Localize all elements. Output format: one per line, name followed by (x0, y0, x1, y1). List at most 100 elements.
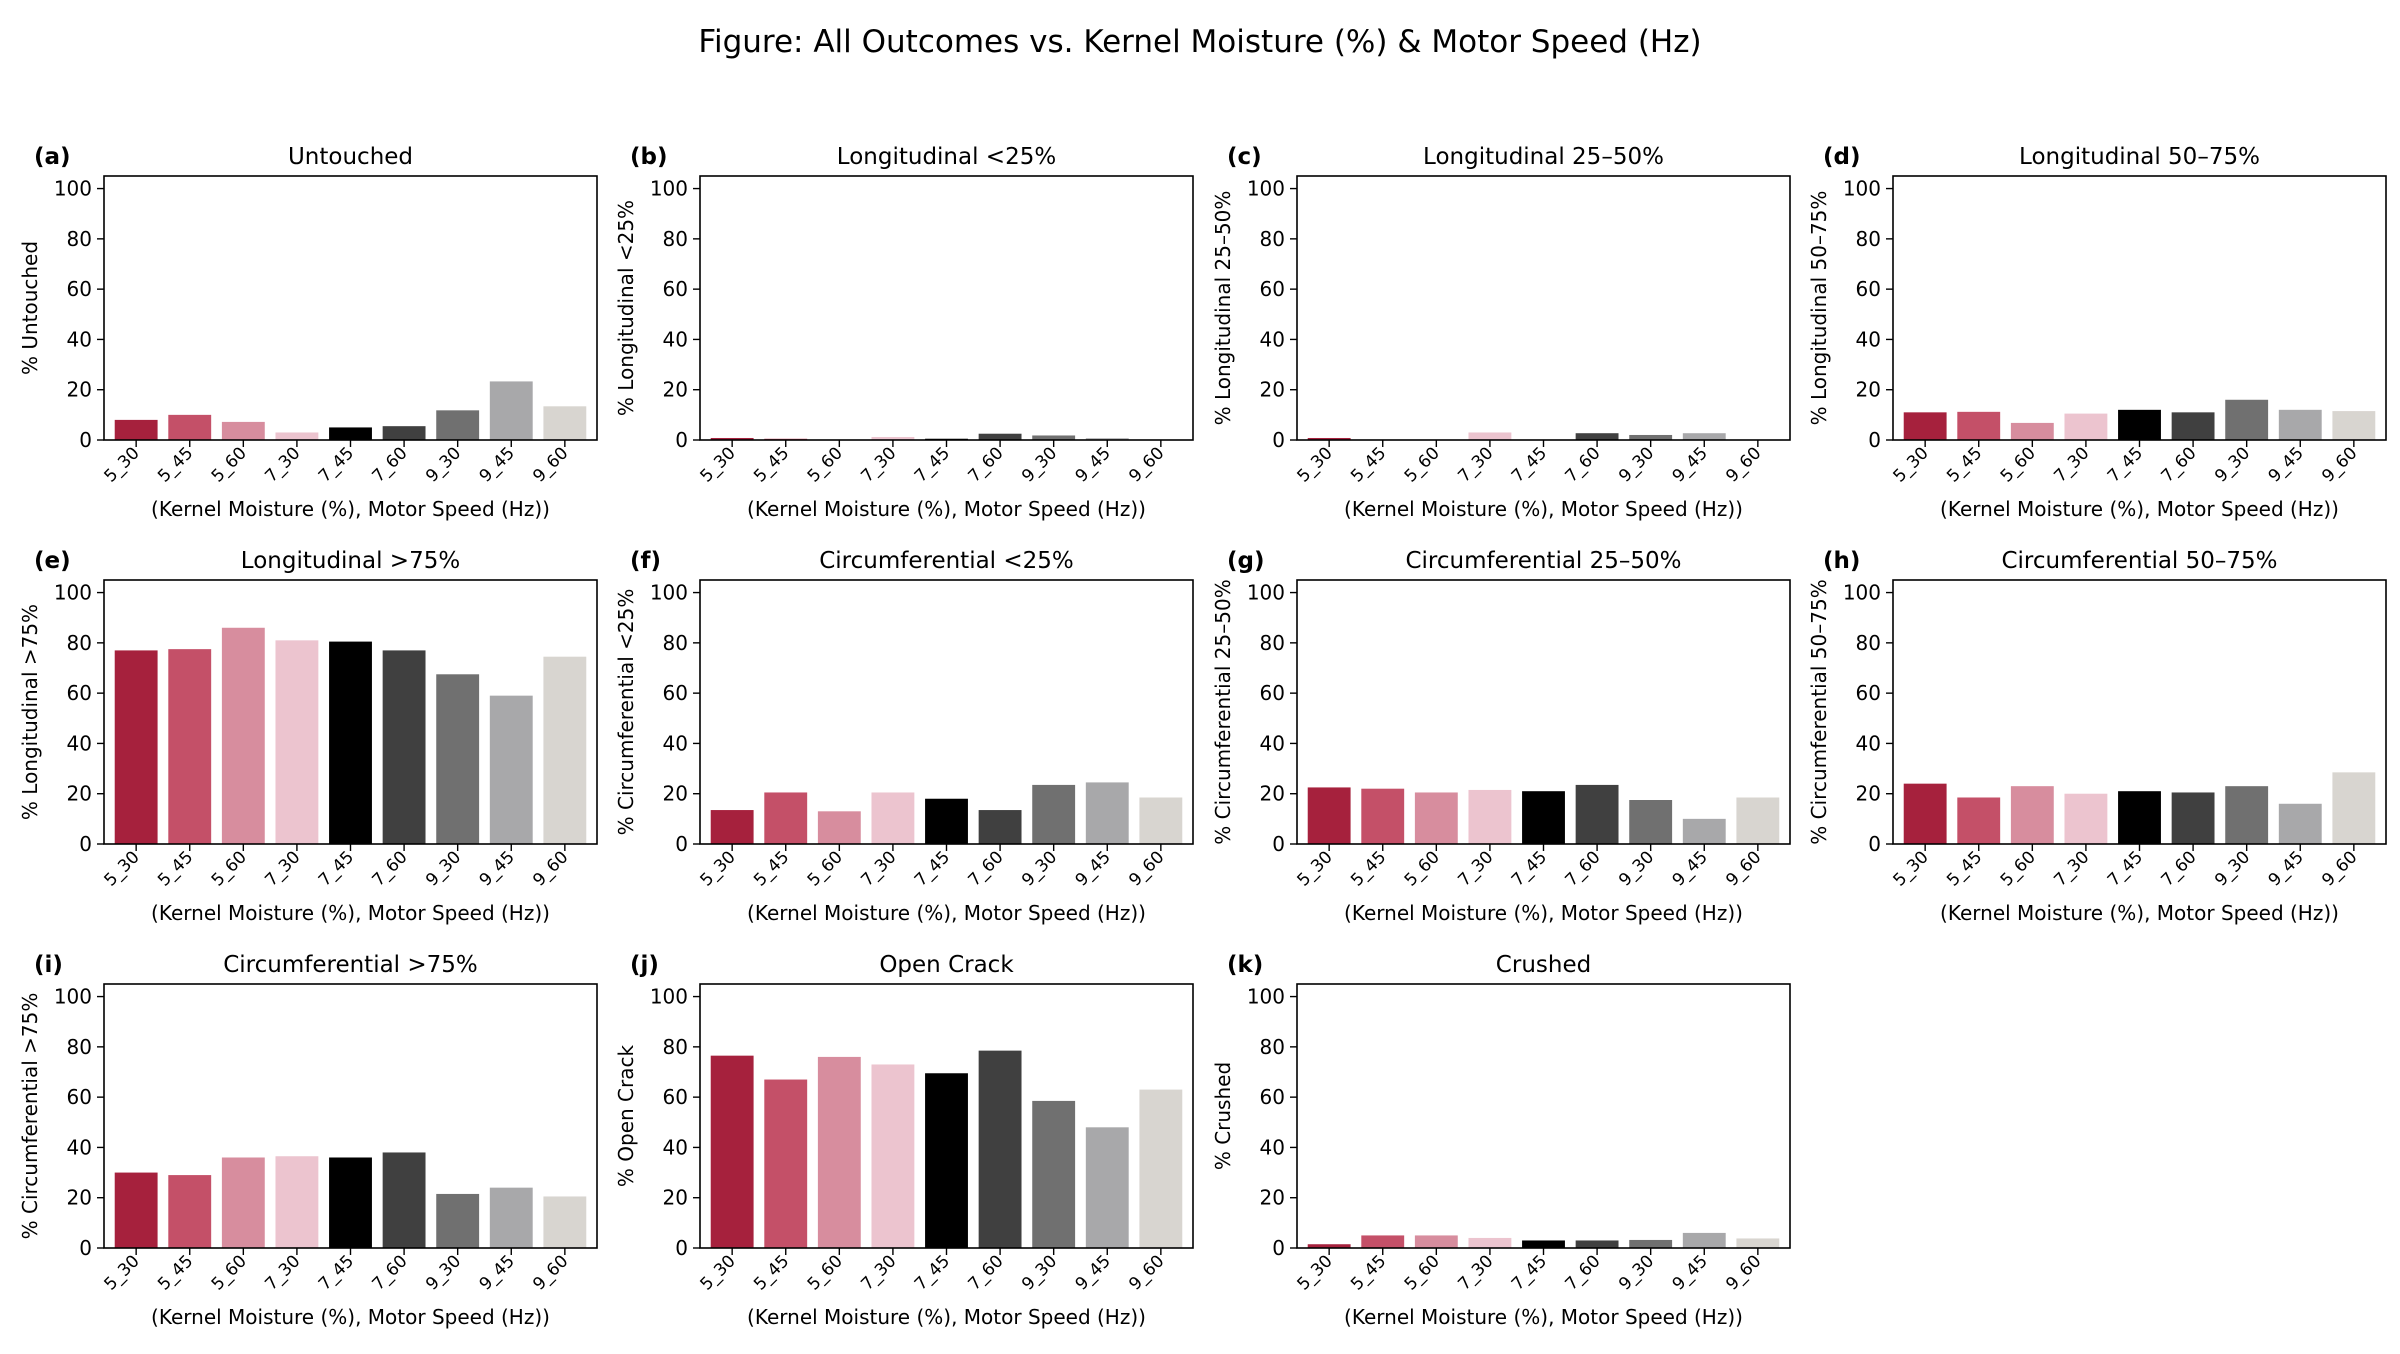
bar-9_60 (543, 656, 587, 844)
y-axis-label: % Longitudinal >75% (18, 604, 42, 820)
bar-5_60 (2010, 786, 2054, 844)
bar-7_60 (978, 810, 1022, 844)
y-tick-label: 100 (1843, 177, 1881, 201)
bar-9_30 (1032, 1100, 1076, 1248)
bar-5_30 (1903, 783, 1947, 844)
y-tick-label: 100 (650, 985, 688, 1009)
y-tick-label: 100 (650, 581, 688, 605)
bar-9_60 (2332, 772, 2376, 844)
y-tick-label: 60 (1856, 277, 1881, 301)
y-tick-label: 20 (67, 378, 92, 402)
bar-7_60 (978, 433, 1022, 440)
y-tick-label: 100 (1247, 177, 1285, 201)
bar-9_45 (1085, 1127, 1129, 1248)
x-axis-label: (Kernel Moisture (%), Motor Speed (Hz)) (1344, 497, 1743, 521)
bar-7_45 (925, 1073, 968, 1248)
bar-7_60 (1575, 433, 1619, 440)
y-tick-label: 60 (663, 681, 688, 705)
bar-9_60 (1736, 1238, 1780, 1248)
y-tick-label: 80 (1856, 227, 1881, 251)
bar-5_60 (221, 421, 265, 440)
bar-7_30 (871, 436, 915, 440)
bar-7_45 (329, 427, 372, 440)
bar-7_30 (1468, 1237, 1512, 1248)
panel-label: (j) (630, 952, 659, 978)
bar-5_45 (1957, 411, 2001, 440)
y-axis-label: % Longitudinal <25% (614, 200, 638, 416)
panel-title: Longitudinal 25–50% (1423, 144, 1664, 170)
panel-title: Circumferential 25–50% (1405, 548, 1681, 574)
bar-7_60 (1575, 784, 1619, 844)
panel-title: Longitudinal <25% (837, 144, 1056, 170)
panel-label: (k) (1227, 952, 1263, 978)
y-tick-label: 0 (1272, 832, 1285, 856)
panel-title: Circumferential 50–75% (2001, 548, 2277, 574)
bar-7_30 (1468, 789, 1512, 844)
bar-7_30 (275, 1156, 319, 1248)
bar-7_30 (1468, 432, 1512, 440)
bar-5_60 (221, 627, 265, 844)
y-tick-label: 20 (67, 782, 92, 806)
bar-9_60 (1139, 797, 1183, 844)
y-tick-label: 20 (663, 782, 688, 806)
panel-label: (f) (630, 548, 661, 574)
y-tick-label: 100 (54, 177, 92, 201)
y-axis-label: % Open Crack (614, 1045, 638, 1188)
y-tick-label: 20 (1260, 1186, 1285, 1210)
y-tick-label: 60 (67, 1085, 92, 1109)
panel-label: (e) (34, 548, 71, 574)
figure-title: Figure: All Outcomes vs. Kernel Moisture… (698, 24, 1701, 60)
y-tick-label: 100 (54, 581, 92, 605)
bar-5_60 (817, 1056, 861, 1248)
bar-7_60 (382, 1152, 426, 1248)
x-axis-label: (Kernel Moisture (%), Motor Speed (Hz)) (747, 1305, 1146, 1329)
y-tick-label: 80 (67, 631, 92, 655)
panel-label: (h) (1823, 548, 1860, 574)
bar-5_30 (1903, 412, 1947, 440)
bar-9_45 (2278, 803, 2322, 844)
panel-label: (i) (34, 952, 63, 978)
bar-7_60 (2171, 412, 2215, 440)
panel-title: Longitudinal 50–75% (2019, 144, 2260, 170)
bar-7_60 (382, 650, 426, 844)
panel-label: (g) (1227, 548, 1265, 574)
bar-7_45 (1522, 791, 1565, 844)
y-tick-label: 0 (1272, 428, 1285, 452)
bar-9_30 (1629, 434, 1673, 440)
bar-5_60 (817, 811, 861, 844)
y-tick-label: 80 (67, 1035, 92, 1059)
y-axis-label: % Crushed (1211, 1062, 1235, 1170)
bar-7_30 (2064, 413, 2108, 440)
bar-7_45 (1522, 1240, 1565, 1248)
y-tick-label: 60 (1260, 277, 1285, 301)
y-tick-label: 80 (663, 631, 688, 655)
y-tick-label: 80 (1260, 227, 1285, 251)
bar-7_60 (2171, 792, 2215, 844)
y-axis-label: % Circumferential >75% (18, 993, 42, 1240)
bar-5_30 (114, 419, 158, 440)
y-axis-label: % Longitudinal 50–75% (1807, 191, 1831, 426)
x-axis-label: (Kernel Moisture (%), Motor Speed (Hz)) (747, 497, 1146, 521)
bar-5_30 (1307, 437, 1351, 440)
y-tick-label: 80 (1856, 631, 1881, 655)
x-axis-label: (Kernel Moisture (%), Motor Speed (Hz)) (151, 497, 550, 521)
y-tick-label: 80 (1260, 631, 1285, 655)
y-tick-label: 60 (1260, 1085, 1285, 1109)
bar-7_30 (871, 1064, 915, 1248)
y-tick-label: 80 (1260, 1035, 1285, 1059)
bar-5_45 (764, 792, 808, 844)
bar-9_60 (1139, 1089, 1183, 1248)
y-tick-label: 20 (1856, 378, 1881, 402)
bar-5_45 (1957, 797, 2001, 844)
bar-5_45 (168, 414, 212, 440)
bar-5_45 (1361, 1235, 1405, 1248)
y-tick-label: 60 (1260, 681, 1285, 705)
x-axis-label: (Kernel Moisture (%), Motor Speed (Hz)) (151, 901, 550, 925)
y-tick-label: 80 (663, 227, 688, 251)
y-tick-label: 100 (1843, 581, 1881, 605)
bar-9_45 (1085, 782, 1129, 844)
y-tick-label: 60 (67, 277, 92, 301)
x-axis-label: (Kernel Moisture (%), Motor Speed (Hz)) (1344, 1305, 1743, 1329)
